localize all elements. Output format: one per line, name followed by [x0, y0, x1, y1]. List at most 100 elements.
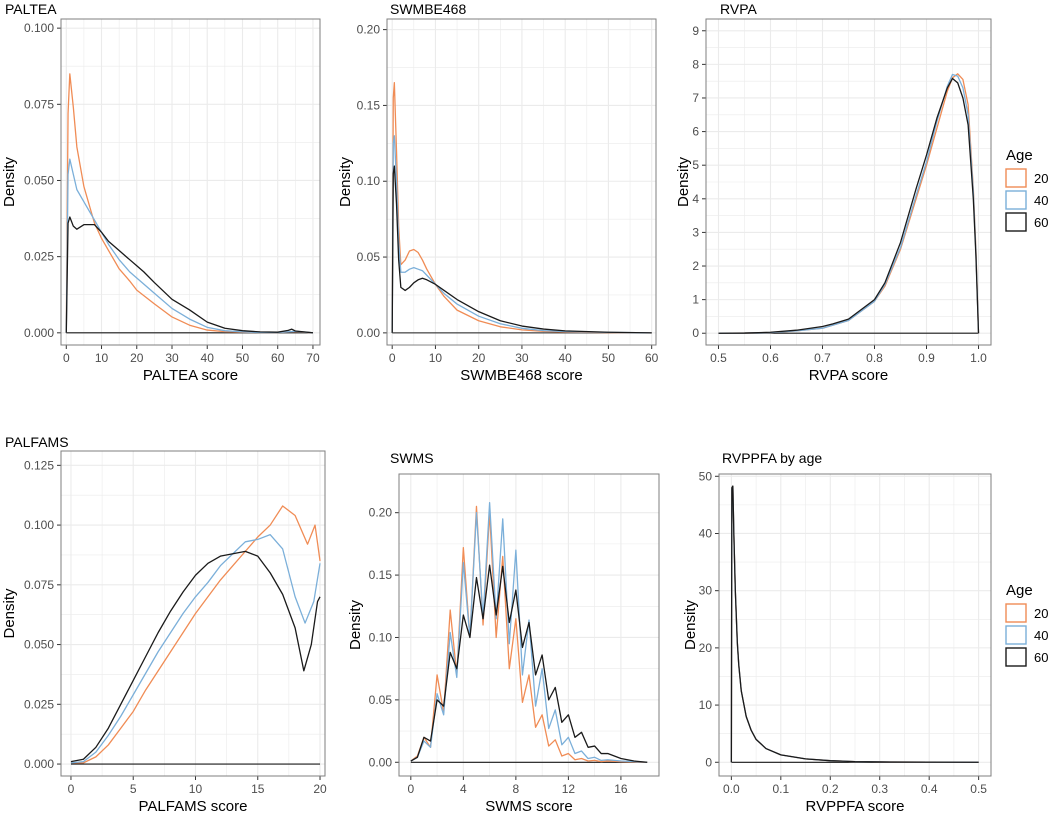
- series-line-age-40: [410, 502, 648, 763]
- x-tick-label: 20: [472, 351, 486, 365]
- panel-border: [398, 473, 660, 777]
- x-axis-label: SWMBE468 score: [460, 367, 583, 384]
- series-line-age-20: [70, 505, 321, 764]
- series-line-age-60: [65, 216, 314, 334]
- legend-label-age-60: 60: [1034, 215, 1048, 230]
- panel-border: [60, 450, 326, 777]
- x-tick-label: 0: [389, 351, 396, 365]
- y-tick-label: 0.075: [24, 578, 54, 592]
- legend-key-age-20: [1005, 168, 1027, 188]
- x-tick-label: 0: [63, 351, 70, 365]
- series-line-age-60: [730, 485, 979, 763]
- x-axis-label: RVPPFA score: [806, 798, 905, 815]
- panel-border: [718, 473, 992, 777]
- x-tick-label: 16: [614, 782, 628, 796]
- legend-key-age-40: [1005, 190, 1027, 210]
- x-tick-label: 40: [201, 351, 215, 365]
- x-tick-label: 60: [271, 351, 285, 365]
- chart-panel-2: 0 10 20 30 40 50 60 0.00 0.05 0.10 0.15 0.20 SWMBE46…: [337, 1, 659, 384]
- y-tick-label: 3: [692, 225, 699, 239]
- x-tick-label: 10: [189, 782, 203, 796]
- y-tick-label: 0.000: [24, 326, 54, 340]
- series-line-age-60: [410, 564, 648, 763]
- x-tick-label: 20: [313, 782, 327, 796]
- y-tick-label: 1: [692, 293, 699, 307]
- x-axis-label: RVPA score: [809, 367, 888, 384]
- legend-label-age-60: 60: [1034, 650, 1048, 665]
- x-tick-label: 30: [165, 351, 179, 365]
- y-tick-label: 7: [692, 91, 699, 105]
- y-tick-label: 0.05: [369, 693, 393, 707]
- chart-panel-4: 0 5 10 15 20 0.000 0.025 0.050 0.075 0.100 0.125 PA…: [1, 434, 327, 815]
- y-tick-label: 0: [705, 755, 712, 769]
- legend-key-age-60: [1005, 647, 1027, 667]
- x-tick-label: 0.7: [814, 351, 831, 365]
- x-axis-label: SWMS score: [485, 798, 573, 815]
- legend-key-age-20: [1005, 603, 1027, 623]
- panel-title: RVPA: [720, 1, 757, 17]
- x-tick-label: 50: [236, 351, 250, 365]
- series-line-age-20: [410, 505, 648, 763]
- x-tick-label: 0: [407, 782, 414, 796]
- panel-title: PALFAMS: [5, 434, 69, 450]
- legend-label-age-20: 20: [1034, 606, 1048, 621]
- panel-title: RVPPFA by age: [722, 450, 822, 466]
- panel-title: SWMBE468: [390, 1, 466, 17]
- y-tick-label: 0.025: [24, 250, 54, 264]
- y-axis-label: Density: [347, 599, 364, 650]
- y-axis-label: Density: [1, 156, 18, 207]
- series-line-age-60: [718, 77, 980, 334]
- y-tick-label: 0.050: [24, 638, 54, 652]
- y-tick-label: 0.00: [357, 326, 381, 340]
- y-tick-label: 0.025: [24, 697, 54, 711]
- x-tick-label: 0.1: [772, 782, 789, 796]
- y-tick-label: 10: [699, 698, 713, 712]
- y-tick-label: 0.20: [369, 506, 393, 520]
- y-tick-label: 0.10: [369, 630, 393, 644]
- x-tick-label: 0.3: [871, 782, 888, 796]
- y-tick-label: 40: [699, 526, 713, 540]
- chart-panel-5: 0 4 8 12 16 0.00 0.05 0.10 0.15 0.20 SWMS SWMS scor…: [347, 450, 660, 815]
- x-tick-label: 30: [515, 351, 529, 365]
- x-tick-label: 0.5: [710, 351, 727, 365]
- x-tick-label: 40: [559, 351, 573, 365]
- series-line-age-20: [391, 82, 652, 334]
- x-axis-label: PALTEA score: [143, 367, 238, 384]
- x-tick-label: 0.0: [723, 782, 740, 796]
- panel-title: SWMS: [390, 450, 434, 466]
- panel-border: [60, 18, 321, 346]
- y-tick-label: 0.000: [24, 757, 54, 771]
- y-tick-label: 5: [692, 158, 699, 172]
- y-tick-label: 0.10: [357, 174, 381, 188]
- legend-title: Age: [1006, 147, 1033, 164]
- x-tick-label: 50: [602, 351, 616, 365]
- y-tick-label: 30: [699, 584, 713, 598]
- x-tick-label: 10: [429, 351, 443, 365]
- x-tick-label: 1.0: [970, 351, 987, 365]
- series-line-age-40: [391, 135, 652, 334]
- y-tick-label: 50: [699, 469, 713, 483]
- x-tick-label: 0.5: [970, 782, 987, 796]
- y-tick-label: 0.100: [24, 21, 54, 35]
- y-tick-label: 6: [692, 125, 699, 139]
- y-tick-label: 0: [692, 326, 699, 340]
- x-tick-label: 10: [95, 351, 109, 365]
- x-tick-label: 0.4: [921, 782, 938, 796]
- y-tick-label: 0.15: [369, 568, 393, 582]
- y-tick-label: 0.15: [357, 98, 381, 112]
- y-tick-label: 0.00: [369, 755, 393, 769]
- chart-panel-6: 0.0 0.1 0.2 0.3 0.4 0.5 0 10 20 30 40 50 RVPPFA by a…: [682, 450, 992, 815]
- x-tick-label: 12: [562, 782, 576, 796]
- chart-panel-1: 0 10 20 30 40 50 60 70 0.000 0.025 0.050 0.075 0.100…: [1, 1, 321, 384]
- panel-border: [386, 18, 657, 346]
- x-tick-label: 8: [513, 782, 520, 796]
- y-tick-label: 20: [699, 641, 713, 655]
- y-tick-label: 8: [692, 57, 699, 71]
- legend-label-age-20: 20: [1034, 171, 1048, 186]
- series-line-age-60: [391, 165, 652, 334]
- x-tick-label: 0: [68, 782, 75, 796]
- legend-label-age-40: 40: [1034, 193, 1048, 208]
